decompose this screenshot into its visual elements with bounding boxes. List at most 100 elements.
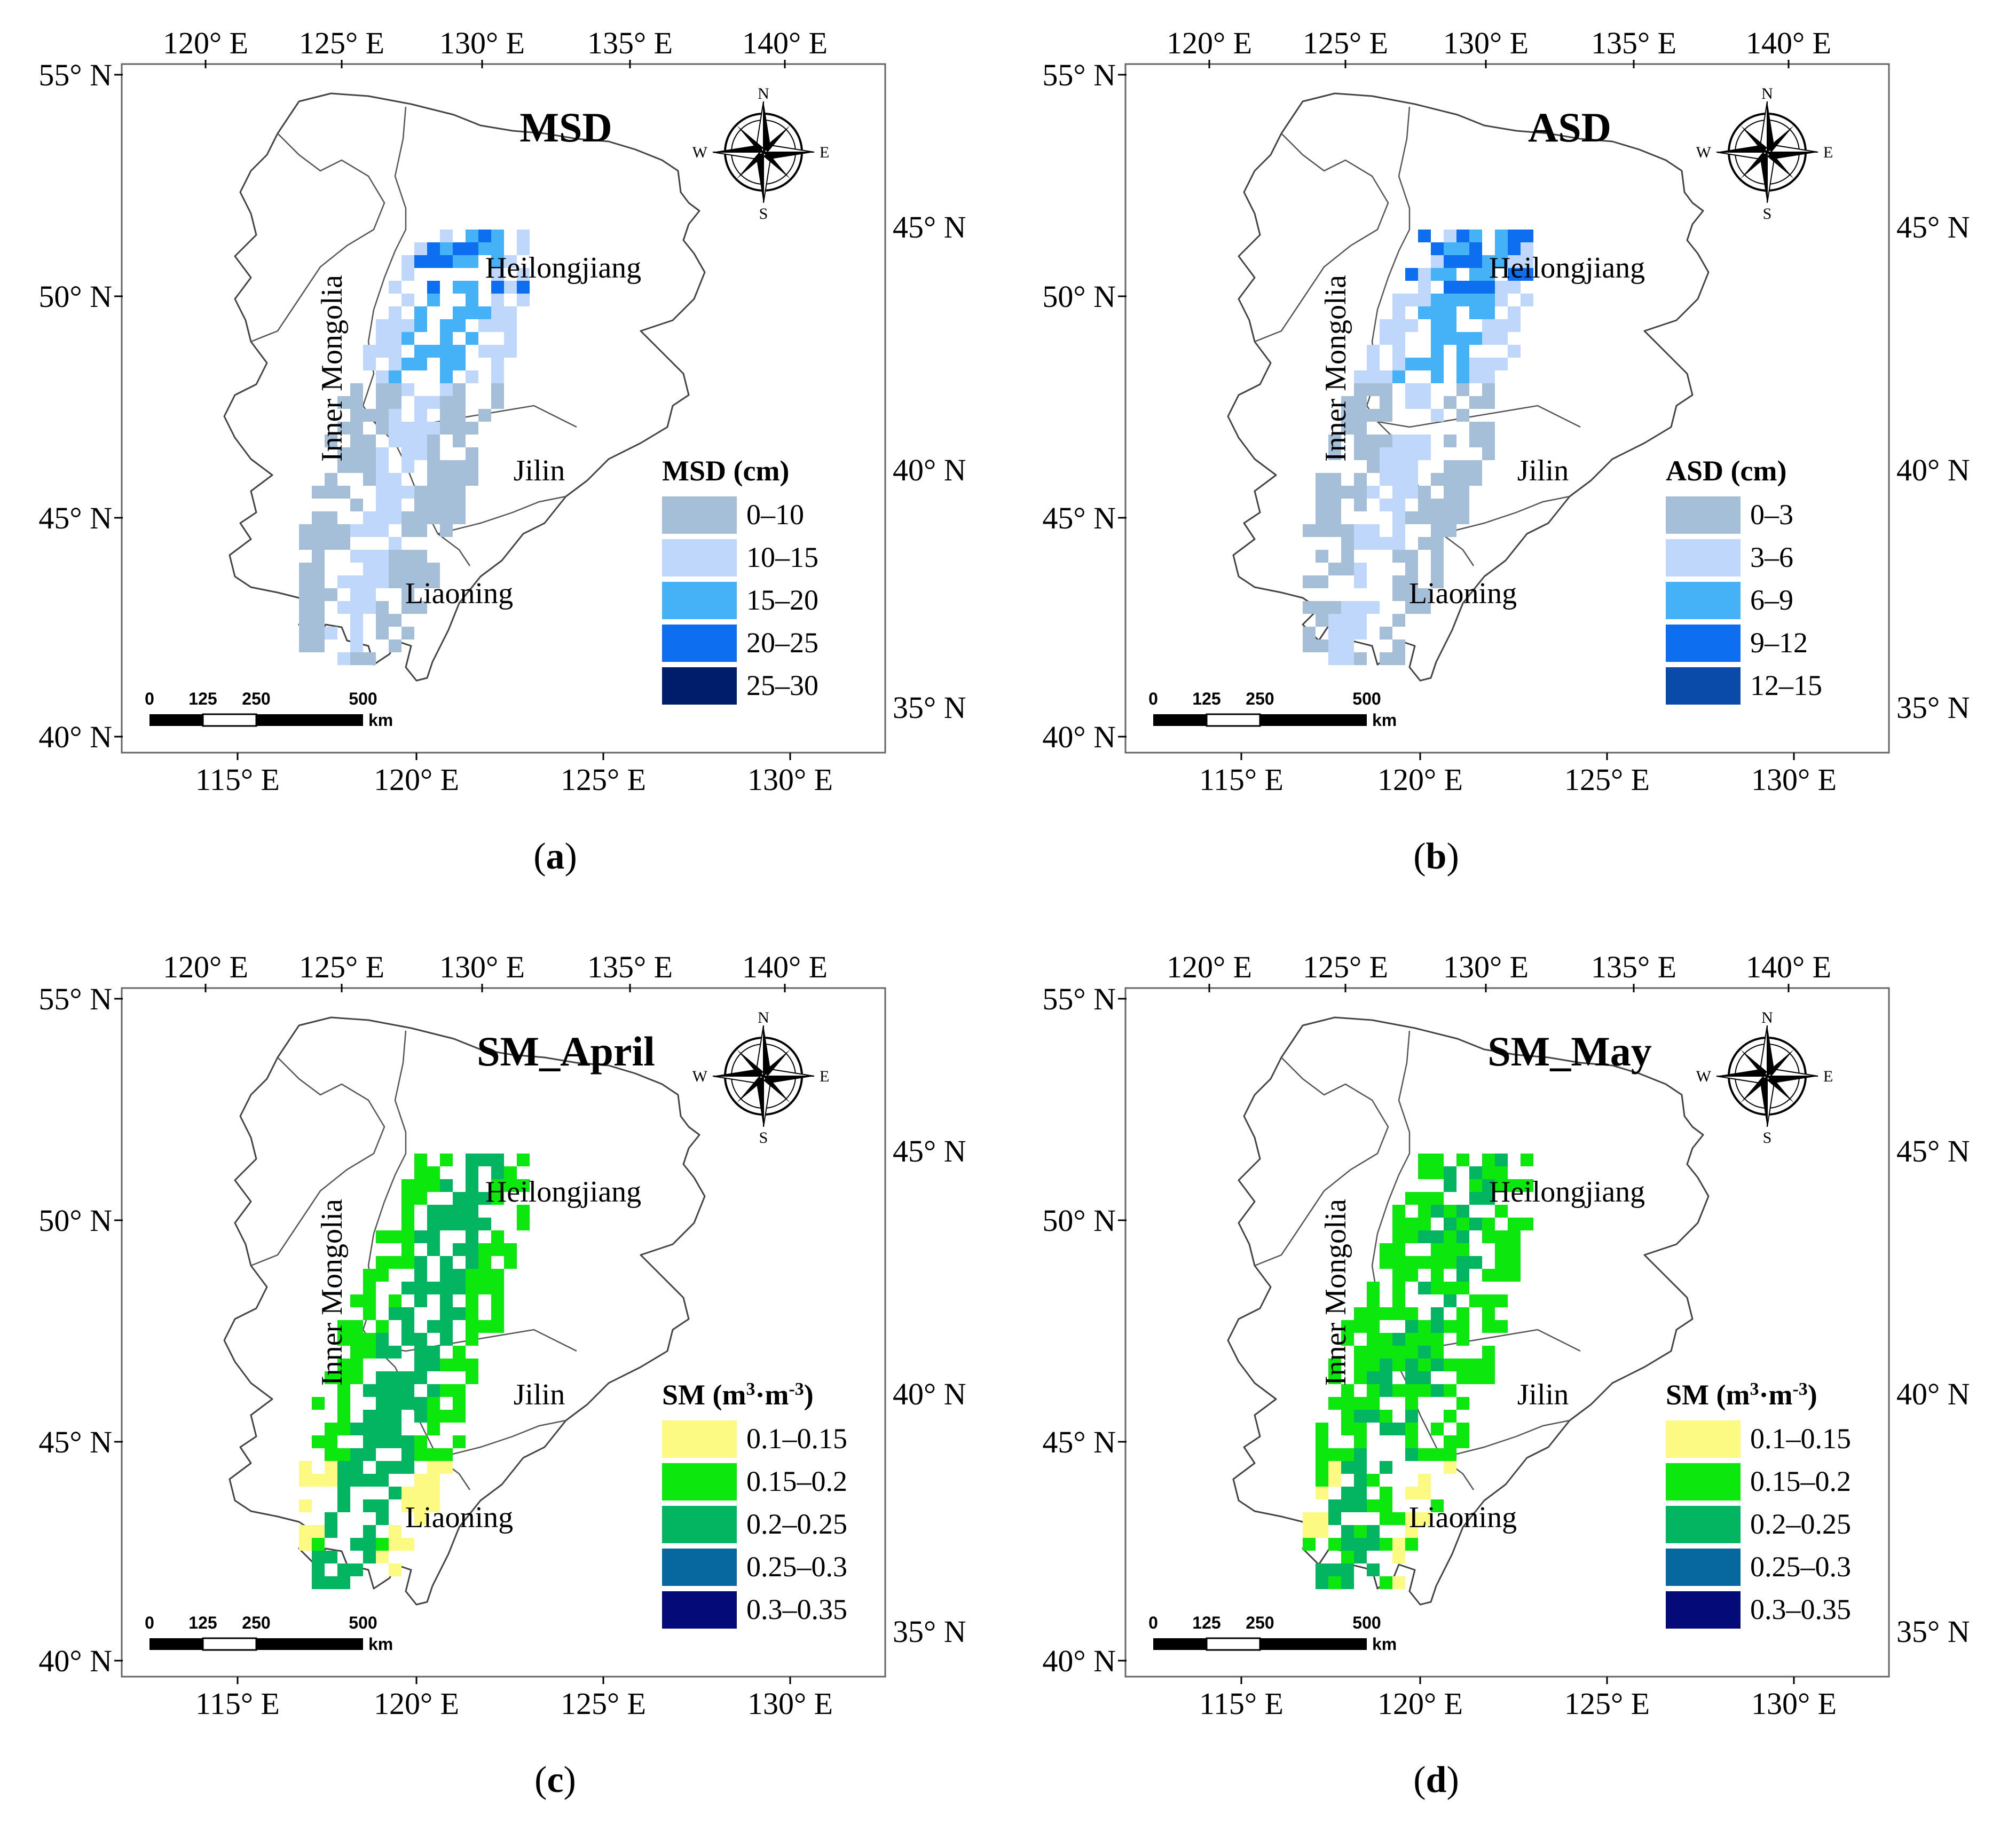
map-panel-b: 120° E 125° E 130° E 135° E 140° E 115° … (1004, 0, 2007, 924)
legend-label: 0–3 (1750, 499, 1793, 531)
raster-cell (337, 447, 350, 460)
raster-cell (325, 435, 337, 447)
map-panel-c: 120° E 125° E 130° E 135° E 140° E 115° … (0, 924, 1004, 1848)
legend-swatch (662, 1463, 737, 1500)
raster-cell (1482, 1179, 1495, 1192)
raster-cell (376, 1320, 389, 1333)
raster-cell (414, 601, 427, 614)
raster-cell (350, 447, 363, 460)
raster-cell (1380, 473, 1392, 486)
raster-cell (440, 1282, 453, 1294)
raster-cell (1354, 537, 1367, 550)
raster-cell (1341, 1423, 1354, 1435)
raster-cell (1444, 281, 1456, 294)
legend-swatch (662, 496, 737, 534)
raster-cell (1392, 306, 1405, 319)
raster-cell (1405, 1423, 1418, 1435)
raster-cell (401, 268, 414, 281)
raster-cell (1431, 1307, 1444, 1320)
raster-cell (1380, 1371, 1392, 1384)
raster-cell (478, 230, 491, 242)
raster-cell (453, 255, 466, 268)
raster-cell (401, 1218, 414, 1230)
raster-cell (1328, 1397, 1341, 1410)
raster-cell (414, 1448, 427, 1461)
raster-cell (1303, 1538, 1316, 1551)
raster-cell (1316, 1461, 1328, 1474)
raster-cell (389, 550, 401, 563)
raster-cell (1456, 383, 1469, 396)
raster-cell (376, 1461, 389, 1474)
raster-cell (1328, 1474, 1341, 1487)
label-liaoning: Liaoning (1409, 577, 1517, 610)
panel-title: SM_April (477, 1028, 655, 1075)
raster-cell (401, 1371, 414, 1384)
lon-tick-bottom: 130° E (747, 762, 833, 797)
raster-cell (414, 1333, 427, 1346)
raster-cell (1405, 1512, 1418, 1525)
raster-cell (414, 1435, 427, 1448)
raster-cell (312, 563, 325, 575)
raster-cell (1495, 1269, 1508, 1282)
raster-cell (376, 383, 389, 396)
svg-text:km: km (368, 710, 393, 730)
raster-cell (401, 1307, 414, 1320)
raster-cell (427, 422, 440, 435)
raster-cell (1508, 1218, 1521, 1230)
raster-cell (1456, 1154, 1469, 1166)
raster-cell (389, 1384, 401, 1397)
lat-tick-right: 45° N (1896, 210, 1970, 244)
raster-cell (389, 1230, 401, 1243)
raster-pixels (299, 230, 530, 665)
raster-cell (1431, 332, 1444, 345)
raster-cell (389, 639, 401, 652)
compass-s: S (759, 205, 768, 223)
raster-cell (491, 281, 504, 294)
legend-swatch (1666, 539, 1741, 576)
raster-cell (1380, 1576, 1392, 1589)
lon-tick-top: 130° E (439, 26, 525, 60)
raster-cell (1392, 460, 1405, 473)
raster-cell (401, 1435, 414, 1448)
raster-cell (1328, 447, 1341, 460)
raster-cell (1392, 1218, 1405, 1230)
raster-cell (1316, 614, 1328, 627)
raster-cell (427, 499, 440, 511)
raster-cell (1431, 1359, 1444, 1371)
raster-cell (325, 524, 337, 537)
raster-cell (1392, 575, 1405, 588)
raster-cell (1469, 294, 1482, 306)
raster-cell (1380, 1256, 1392, 1269)
raster-cell (1354, 422, 1367, 435)
raster-cell (440, 383, 453, 396)
raster-cell (363, 1525, 376, 1538)
raster-cell (1405, 447, 1418, 460)
raster-cell (1405, 588, 1418, 601)
raster-cell (1521, 255, 1533, 268)
raster-cell (1380, 332, 1392, 345)
raster-cell (1444, 1384, 1456, 1397)
label-jilin: Jilin (514, 1378, 565, 1411)
lon-tick-top: 130° E (1443, 26, 1529, 60)
raster-cell (1418, 1320, 1431, 1333)
lon-tick-top: 140° E (742, 26, 828, 60)
raster-cell (350, 422, 363, 435)
label-jilin: Jilin (514, 454, 565, 487)
raster-cell (504, 332, 517, 345)
lon-tick-top: 125° E (1303, 26, 1388, 60)
raster-cell (363, 524, 376, 537)
raster-cell (1418, 1205, 1431, 1218)
raster-cell (1354, 435, 1367, 447)
raster-cell (401, 1192, 414, 1205)
raster-cell (440, 499, 453, 511)
raster-cell (337, 460, 350, 473)
raster-cell (363, 1410, 376, 1423)
raster-cell (1482, 255, 1495, 268)
raster-cell (440, 255, 453, 268)
compass-rose-icon: N S E W (1696, 1009, 1833, 1147)
raster-cell (1392, 1551, 1405, 1563)
svg-text:125: 125 (1192, 1613, 1220, 1632)
raster-cell (427, 511, 440, 524)
raster-cell (1444, 486, 1456, 499)
raster-cell (453, 306, 466, 319)
